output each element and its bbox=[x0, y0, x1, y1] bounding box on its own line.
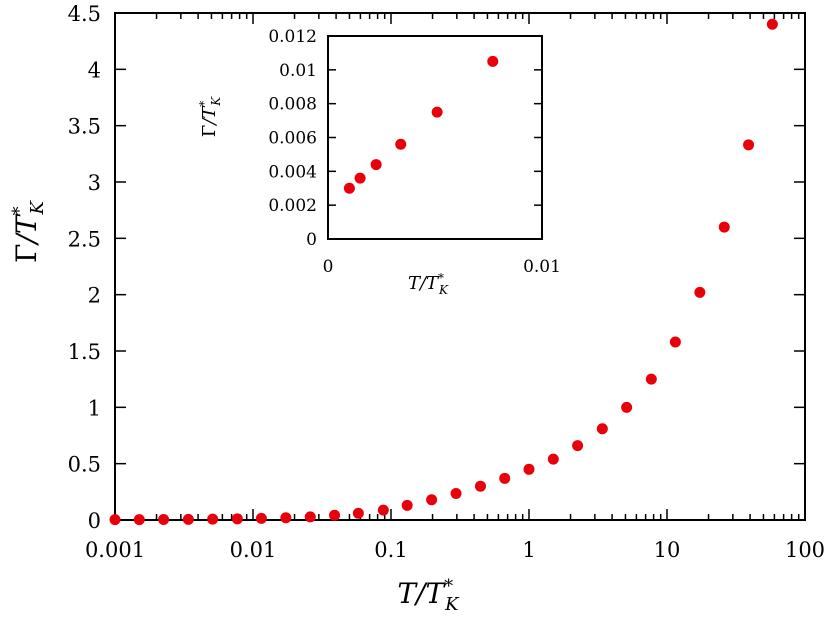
main-y-tick-label: 3.5 bbox=[68, 115, 101, 139]
inset-y-axis-label: Γ/T*K bbox=[197, 96, 223, 138]
inset-x-ticks: 0 0.01 bbox=[323, 36, 561, 277]
main-y-axis-label: Γ/T*K bbox=[9, 199, 48, 263]
inset-data-point bbox=[487, 55, 499, 67]
main-data-point bbox=[182, 513, 194, 525]
main-data-point bbox=[621, 401, 633, 413]
main-x-tick-label: 0.001 bbox=[85, 538, 145, 562]
inset-x-axis-label-sub: K bbox=[438, 283, 449, 297]
main-data-point bbox=[280, 512, 292, 524]
main-y-axis-label-slash: /T bbox=[10, 213, 43, 246]
main-y-tick-label: 2.5 bbox=[68, 227, 101, 251]
main-y-tick-label: 2 bbox=[88, 284, 101, 308]
main-x-axis-label-main: T/T bbox=[397, 577, 446, 610]
main-data-point bbox=[523, 463, 535, 475]
main-data-point bbox=[304, 511, 316, 523]
inset-y-axis-label-gamma: Γ bbox=[199, 125, 220, 138]
main-x-tick-label: 0.1 bbox=[374, 538, 407, 562]
inset-data-point bbox=[395, 138, 407, 150]
inset-x-axis-label-main: T/T bbox=[408, 273, 440, 294]
inset-y-ticks: 0 0.002 0.004 0.006 0.008 0.01 0.012 bbox=[268, 27, 542, 250]
main-y-tick-label: 4.5 bbox=[68, 2, 101, 26]
main-y-tick-label: 0.5 bbox=[68, 453, 101, 477]
main-y-ticks: 0 0.5 1 1.5 2 2.5 3 3.5 4 4.5 bbox=[68, 2, 805, 533]
main-x-tick-label: 0.01 bbox=[230, 538, 277, 562]
main-x-tick-label: 100 bbox=[785, 538, 825, 562]
inset-x-axis-label: T/T* K bbox=[408, 271, 449, 297]
inset-background bbox=[328, 36, 542, 239]
main-x-tick-label: 1 bbox=[522, 538, 535, 562]
main-y-tick-label: 4 bbox=[88, 58, 101, 82]
main-plot-frame bbox=[114, 12, 806, 521]
main-y-axis-label-gamma: Γ bbox=[10, 244, 43, 263]
inset-y-tick-label: 0.002 bbox=[268, 196, 317, 216]
main-y-tick-label: 1.5 bbox=[68, 340, 101, 364]
main-data-point bbox=[401, 499, 413, 511]
inset-y-tick-label: 0.004 bbox=[268, 162, 317, 182]
main-data-point bbox=[499, 472, 511, 484]
main-data-point bbox=[547, 453, 559, 465]
inset-y-tick-label: 0.006 bbox=[268, 129, 317, 149]
main-x-axis-label-star: * bbox=[444, 576, 453, 597]
inset-data-points bbox=[343, 55, 499, 194]
inset-y-tick-label: 0.012 bbox=[268, 27, 317, 47]
main-data-point bbox=[329, 509, 341, 521]
inset-y-tick-label: 0 bbox=[306, 230, 317, 250]
main-x-tick-label: 10 bbox=[654, 538, 681, 562]
inset-data-point bbox=[354, 172, 366, 184]
inset-y-axis-label-slash: /T bbox=[199, 105, 220, 127]
inset-y-tick-label: 0.008 bbox=[268, 95, 317, 115]
inset-data-point bbox=[343, 182, 355, 194]
main-y-axis-label-star: * bbox=[9, 206, 30, 215]
main-data-point bbox=[377, 504, 389, 516]
main-data-point bbox=[450, 488, 462, 500]
main-data-point bbox=[474, 480, 486, 492]
main-data-point bbox=[426, 494, 438, 506]
inset-x-axis-label-star: * bbox=[438, 271, 444, 285]
main-data-point bbox=[133, 514, 145, 526]
main-data-point bbox=[743, 139, 755, 151]
main-data-point bbox=[596, 423, 608, 435]
main-data-point bbox=[645, 373, 657, 385]
main-x-axis-label: T/T* K bbox=[397, 576, 460, 615]
inset-data-point bbox=[431, 106, 443, 118]
inset-data-point bbox=[370, 159, 382, 171]
main-data-points bbox=[109, 18, 778, 526]
main-data-point bbox=[158, 514, 170, 526]
main-chart: 0.001 0.01 0.1 1 10 100 00.511.522.533.544.5 … bbox=[9, 2, 825, 615]
main-x-axis-label-sub: K bbox=[444, 594, 460, 615]
inset-y-tick-label: 0.01 bbox=[279, 61, 317, 81]
inset-y-axis-label-star: * bbox=[197, 101, 211, 107]
main-data-point bbox=[572, 440, 584, 452]
main-data-point bbox=[766, 18, 778, 30]
main-data-point bbox=[109, 514, 121, 526]
main-data-point bbox=[255, 512, 267, 524]
main-y-axis-label-sub: K bbox=[27, 199, 48, 215]
main-y-tick-label: 1 bbox=[88, 396, 101, 420]
inset-x-tick-label: 0.01 bbox=[523, 257, 561, 277]
main-x-ticks: 0.001 0.01 0.1 1 10 100 bbox=[85, 13, 825, 562]
main-data-point bbox=[694, 286, 706, 298]
main-y-tick-label: 3 bbox=[88, 171, 101, 195]
main-data-point bbox=[718, 221, 730, 233]
main-data-point bbox=[352, 507, 364, 519]
main-data-point bbox=[669, 336, 681, 348]
main-y-tick-label: 0 bbox=[88, 509, 101, 533]
inset-x-tick-label: 0 bbox=[323, 257, 334, 277]
main-data-point bbox=[231, 513, 243, 525]
main-data-point bbox=[207, 513, 219, 525]
inset-y-axis-label-sub: K bbox=[209, 96, 223, 107]
